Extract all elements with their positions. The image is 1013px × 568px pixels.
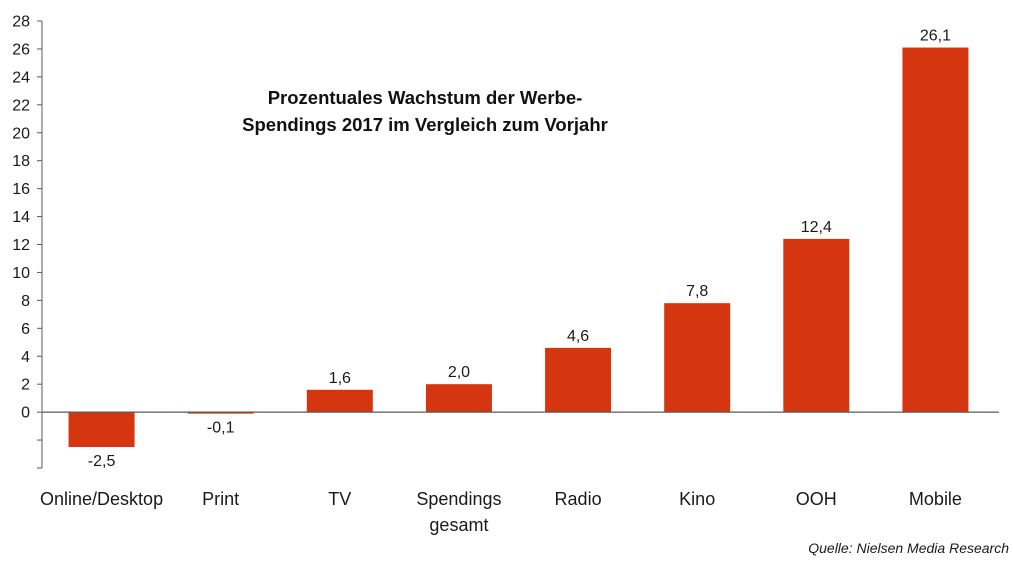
category-label: Mobile bbox=[909, 489, 962, 509]
bar bbox=[306, 389, 373, 413]
category-label: OOH bbox=[796, 489, 837, 509]
chart-title-line-1: Prozentuales Wachstum der Werbe- bbox=[267, 87, 583, 108]
y-tick-label: 26 bbox=[12, 41, 30, 58]
bars bbox=[68, 47, 969, 448]
category-label-line: Mobile bbox=[909, 489, 962, 509]
category-label-line: Kino bbox=[679, 489, 715, 509]
y-tick-label: 16 bbox=[12, 181, 30, 198]
chart-title-line-2: Spendings 2017 im Vergleich zum Vorjahr bbox=[242, 114, 608, 135]
category-label: Print bbox=[202, 489, 239, 509]
y-tick-label: 0 bbox=[21, 405, 30, 422]
category-label: Online/Desktop bbox=[40, 489, 163, 509]
category-labels: Online/Desktop Print TV Spendings gesamt Radi… bbox=[40, 489, 962, 535]
y-tick-label: 14 bbox=[12, 209, 30, 226]
bar bbox=[187, 412, 254, 414]
bar bbox=[902, 47, 969, 413]
bar bbox=[664, 303, 731, 413]
category-label-line: Spendings bbox=[416, 489, 501, 509]
bar bbox=[425, 384, 492, 413]
data-label: 12,4 bbox=[801, 219, 832, 236]
y-tick-label: 4 bbox=[21, 349, 30, 366]
data-label: -2,5 bbox=[88, 453, 116, 470]
category-label-line: Radio bbox=[555, 489, 602, 509]
category-label-line: OOH bbox=[796, 489, 837, 509]
y-tick-label: 6 bbox=[21, 321, 30, 338]
chart-title: Prozentuales Wachstum der Werbe- Spendin… bbox=[200, 84, 650, 138]
data-label: 26,1 bbox=[920, 28, 951, 45]
category-label: Radio bbox=[555, 489, 602, 509]
category-label-line: Print bbox=[202, 489, 239, 509]
source-note: Quelle: Nielsen Media Research bbox=[808, 540, 1009, 556]
y-tick-label: 12 bbox=[12, 237, 30, 254]
y-tick-label: 10 bbox=[12, 265, 30, 282]
y-tick-label: 8 bbox=[21, 293, 30, 310]
y-tick-label: 18 bbox=[12, 153, 30, 170]
data-label: 1,6 bbox=[329, 370, 351, 387]
data-label: 2,0 bbox=[448, 364, 470, 381]
category-label: Spendings gesamt bbox=[416, 489, 501, 535]
bar bbox=[545, 347, 612, 413]
bar bbox=[68, 412, 135, 448]
category-label-line: Online/Desktop bbox=[40, 489, 163, 509]
data-label: 4,6 bbox=[567, 328, 589, 345]
data-label: 7,8 bbox=[686, 283, 708, 300]
y-tick-label: 24 bbox=[12, 69, 30, 86]
data-labels: -2,5 -0,1 1,6 2,0 4,6 7,8 12,4 26,1 bbox=[88, 28, 951, 471]
y-tick-label: 22 bbox=[12, 97, 30, 114]
y-tick-label: 20 bbox=[12, 125, 30, 142]
category-label-line: gesamt bbox=[429, 515, 488, 535]
category-label: TV bbox=[328, 489, 351, 509]
y-tick-label: 28 bbox=[12, 14, 30, 31]
data-label: -0,1 bbox=[207, 420, 235, 437]
bar bbox=[783, 238, 850, 413]
category-label: Kino bbox=[679, 489, 715, 509]
category-label-line: TV bbox=[328, 489, 351, 509]
y-tick-label: 2 bbox=[21, 377, 30, 394]
